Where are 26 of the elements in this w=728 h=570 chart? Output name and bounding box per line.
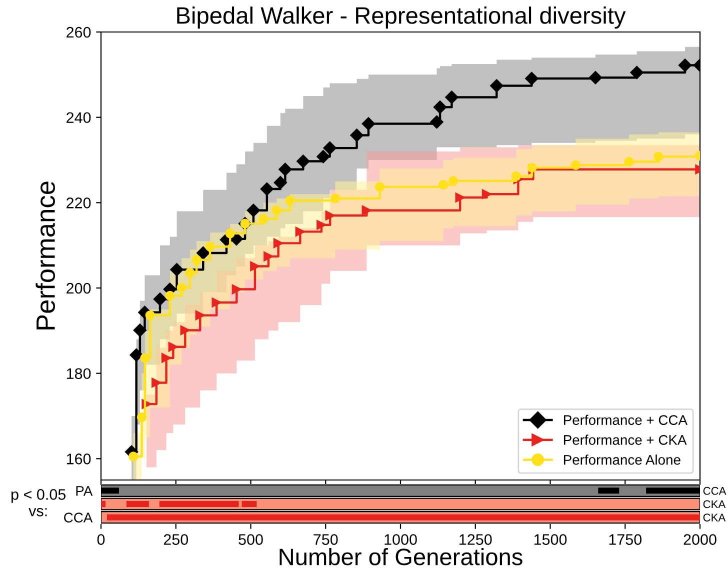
y-axis-title: Performance xyxy=(36,182,56,330)
legend-label: Performance + CCA xyxy=(564,414,688,425)
x-tick-label: 750 xyxy=(314,534,338,545)
y-tick-label: 260 xyxy=(66,26,91,38)
y2-tick-label: CKA xyxy=(703,500,726,508)
y-tick-label: 220 xyxy=(66,198,91,208)
legend-label: Performance Alone xyxy=(564,454,680,465)
y-tick-label: 200 xyxy=(66,282,91,294)
x-tick-label: 0 xyxy=(97,534,105,545)
x-tick-label: 1250 xyxy=(460,534,492,545)
x-tick-label: 1000 xyxy=(384,534,417,545)
y-tick-label: 240 xyxy=(66,112,91,124)
x-tick-label: 1500 xyxy=(534,534,567,545)
chart-title: Bipedal Walker - Representational diversity xyxy=(177,6,626,29)
y-tick-label: PA xyxy=(76,486,93,496)
y-tick-label: CCA xyxy=(64,512,93,523)
y-tick-label: 180 xyxy=(66,368,91,380)
y2-tick-label: CCA xyxy=(703,486,726,495)
y2-tick-label: CKA xyxy=(703,514,726,522)
legend-label: Performance + CKA xyxy=(564,434,687,445)
x-tick-label: 1750 xyxy=(609,534,642,545)
x-tick-label: 500 xyxy=(238,534,263,545)
x-axis-title: Number of Generations xyxy=(280,548,522,566)
y-tick-label: 160 xyxy=(66,454,91,464)
x-tick-label: 2000 xyxy=(684,534,716,545)
x-tick-label: 250 xyxy=(164,534,188,545)
